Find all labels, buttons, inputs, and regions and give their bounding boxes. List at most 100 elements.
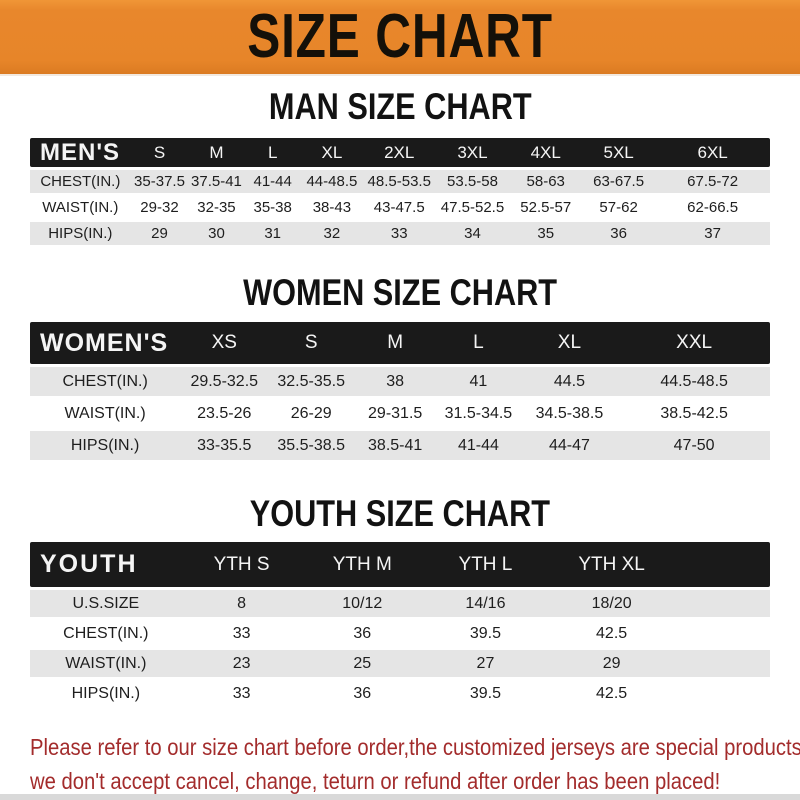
youth-header-row: YOUTH YTH S YTH M YTH L YTH XL <box>30 542 770 587</box>
size-cell: 44.5 <box>520 367 619 396</box>
size-col-header: 4XL <box>509 138 582 167</box>
row-label: WAIST(IN.) <box>30 399 181 428</box>
size-col-header: YTH L <box>422 542 548 587</box>
size-col-header: S <box>268 322 355 364</box>
order-note: Please refer to our size chart before or… <box>0 732 800 800</box>
size-cell: 44.5-48.5 <box>618 367 770 396</box>
men-header-row: MEN'S S M L XL 2XL 3XL 4XL 5XL 6XL <box>30 138 770 167</box>
note-line-2: we don't accept cancel, change, teturn o… <box>30 768 721 794</box>
men-table-label: MEN'S <box>30 138 131 167</box>
size-cell: 36 <box>581 222 656 245</box>
size-cell: 8 <box>181 590 302 617</box>
size-col-header: 5XL <box>581 138 656 167</box>
size-cell: 33 <box>181 620 302 647</box>
size-col-header: L <box>436 322 521 364</box>
youth-chest-row: CHEST(IN.) 33 36 39.5 42.5 <box>30 620 770 647</box>
cell-filler <box>675 680 770 707</box>
size-col-header: S <box>130 138 189 167</box>
youth-ussize-row: U.S.SIZE 8 10/12 14/16 18/20 <box>30 590 770 617</box>
size-cell: 26-29 <box>268 399 355 428</box>
size-col-header: 2XL <box>362 138 436 167</box>
size-col-header: YTH S <box>181 542 302 587</box>
note-line-1: Please refer to our size chart before or… <box>30 734 800 760</box>
size-cell: 10/12 <box>301 590 423 617</box>
row-label: U.S.SIZE <box>30 590 182 617</box>
size-cell: 32 <box>300 222 363 245</box>
size-cell: 35-37.5 <box>130 170 189 193</box>
size-cell: 34 <box>435 222 510 245</box>
size-cell: 18/20 <box>547 590 676 617</box>
cell-filler <box>675 650 770 677</box>
row-label: HIPS(IN.) <box>30 222 131 245</box>
size-cell: 29 <box>547 650 676 677</box>
size-cell: 52.5-57 <box>509 196 582 219</box>
size-cell: 41 <box>436 367 521 396</box>
size-cell: 39.5 <box>422 620 548 647</box>
size-col-header: M <box>188 138 245 167</box>
banner: SIZE CHART <box>0 0 800 76</box>
size-cell: 37 <box>655 222 770 245</box>
size-cell: 30 <box>188 222 245 245</box>
women-chest-row: CHEST(IN.) 29.5-32.5 32.5-35.5 38 41 44.… <box>30 367 770 396</box>
size-cell: 32-35 <box>188 196 245 219</box>
size-col-header: 6XL <box>655 138 770 167</box>
size-cell: 34.5-38.5 <box>520 399 619 428</box>
size-col-header: YTH M <box>301 542 423 587</box>
size-cell: 39.5 <box>422 680 548 707</box>
size-cell: 35 <box>509 222 582 245</box>
size-cell: 58-63 <box>509 170 582 193</box>
size-cell: 44-48.5 <box>300 170 363 193</box>
size-cell: 53.5-58 <box>435 170 510 193</box>
size-cell: 35-38 <box>244 196 301 219</box>
men-waist-row: WAIST(IN.) 29-32 32-35 35-38 38-43 43-47… <box>30 196 770 219</box>
size-cell: 37.5-41 <box>188 170 245 193</box>
youth-waist-row: WAIST(IN.) 23 25 27 29 <box>30 650 770 677</box>
women-hips-row: HIPS(IN.) 33-35.5 35.5-38.5 38.5-41 41-4… <box>30 431 770 460</box>
size-cell: 57-62 <box>581 196 656 219</box>
size-cell: 23 <box>181 650 302 677</box>
youth-size-table: YOUTH YTH S YTH M YTH L YTH XL U.S.SIZE … <box>30 539 770 710</box>
size-cell: 47-50 <box>618 431 770 460</box>
size-cell: 63-67.5 <box>581 170 656 193</box>
size-cell: 41-44 <box>244 170 301 193</box>
size-cell: 41-44 <box>436 431 521 460</box>
header-filler <box>675 542 770 587</box>
size-cell: 36 <box>301 680 423 707</box>
row-label: HIPS(IN.) <box>30 680 182 707</box>
size-col-header: YTH XL <box>547 542 676 587</box>
size-cell: 23.5-26 <box>180 399 269 428</box>
cell-filler <box>675 620 770 647</box>
size-col-header: XL <box>300 138 363 167</box>
size-col-header: XS <box>180 322 269 364</box>
size-cell: 29.5-32.5 <box>180 367 269 396</box>
size-cell: 48.5-53.5 <box>362 170 436 193</box>
youth-hips-row: HIPS(IN.) 33 36 39.5 42.5 <box>30 680 770 707</box>
row-label: CHEST(IN.) <box>30 170 131 193</box>
size-cell: 42.5 <box>547 620 676 647</box>
bottom-strip <box>0 794 800 800</box>
size-cell: 38.5-41 <box>354 431 437 460</box>
size-col-header: L <box>244 138 301 167</box>
size-col-header: XXL <box>618 322 770 364</box>
men-section-title: MAN SIZE CHART <box>268 86 532 127</box>
size-cell: 29 <box>130 222 189 245</box>
women-header-row: WOMEN'S XS S M L XL XXL <box>30 322 770 364</box>
size-cell: 44-47 <box>520 431 619 460</box>
women-waist-row: WAIST(IN.) 23.5-26 26-29 29-31.5 31.5-34… <box>30 399 770 428</box>
size-cell: 38-43 <box>300 196 363 219</box>
size-cell: 14/16 <box>422 590 548 617</box>
size-cell: 38 <box>354 367 437 396</box>
size-cell: 29-31.5 <box>354 399 437 428</box>
size-cell: 33 <box>362 222 436 245</box>
size-cell: 62-66.5 <box>655 196 770 219</box>
men-size-table: MEN'S S M L XL 2XL 3XL 4XL 5XL 6XL CHEST… <box>30 135 770 248</box>
size-cell: 35.5-38.5 <box>268 431 355 460</box>
size-cell: 31.5-34.5 <box>436 399 521 428</box>
size-cell: 31 <box>244 222 301 245</box>
size-cell: 33-35.5 <box>180 431 269 460</box>
size-cell: 36 <box>301 620 423 647</box>
row-label: WAIST(IN.) <box>30 650 182 677</box>
size-col-header: M <box>354 322 437 364</box>
youth-table-label: YOUTH <box>30 542 182 587</box>
